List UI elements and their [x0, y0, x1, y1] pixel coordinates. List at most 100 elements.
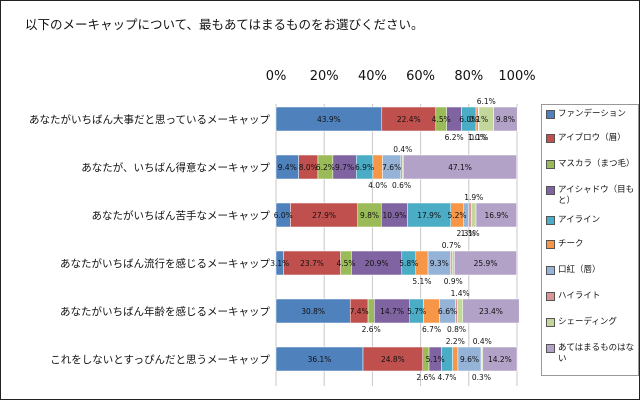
- bar-segment: [275, 298, 351, 324]
- data-label: 9.4%: [278, 163, 297, 172]
- legend-label: アイブロウ（眉）: [558, 133, 626, 143]
- data-label: 10.9%: [383, 211, 407, 220]
- data-label: 6.0%: [459, 115, 478, 124]
- bar-segment: [381, 106, 437, 132]
- data-label: 7.4%: [350, 307, 369, 316]
- category-label: あなたがいちばん苦手なメーキャップ: [92, 209, 271, 222]
- bar-segment: [471, 202, 477, 228]
- legend-label: アイシャドウ（目もと）: [558, 185, 635, 206]
- data-label: 0.8%: [447, 325, 466, 334]
- data-label: 0.9%: [444, 277, 463, 286]
- data-label: 6.7%: [422, 325, 441, 334]
- bar-segment: [372, 154, 383, 180]
- bar-segment: [482, 346, 518, 372]
- legend-swatch: [546, 344, 555, 353]
- legend-label: ハイライト: [558, 291, 601, 301]
- data-label: 1.0%: [468, 133, 487, 142]
- x-tick-label: 40%: [358, 69, 387, 84]
- data-label: 2.6%: [362, 325, 381, 334]
- data-label: 17.9%: [417, 211, 441, 220]
- bar-segment: [462, 298, 520, 324]
- bar-segment: [381, 202, 408, 228]
- data-label: 8.0%: [299, 163, 318, 172]
- bar-segment: [283, 250, 341, 276]
- data-label: 5.1%: [412, 277, 431, 286]
- data-label: 22.4%: [397, 115, 421, 124]
- data-label: 1.4%: [451, 289, 470, 298]
- bar-segment: [407, 202, 451, 228]
- data-label: 25.9%: [474, 259, 498, 268]
- data-label: 6.2%: [445, 133, 464, 142]
- bar-segment: [475, 202, 518, 228]
- data-label: 4.5%: [336, 259, 355, 268]
- category-label: あなたがいちばん大事だと思っているメーキャップ: [29, 113, 270, 126]
- data-label: 43.9%: [317, 115, 341, 124]
- bar-segment: [451, 250, 455, 276]
- legend-label: マスカラ（まつ毛）: [558, 159, 635, 169]
- category-label: これをしないとすっぴんだと思うメーキャップ: [50, 354, 270, 366]
- question-title: 以下のメーキャップについて、最もあてはまるものをお選びください。: [25, 17, 424, 32]
- category-label: あなたがいちばん年齢を感じるメーキャップ: [60, 305, 270, 318]
- data-label: 9.6%: [460, 355, 479, 364]
- bar-segment: [275, 346, 364, 372]
- bar-segment: [450, 250, 453, 276]
- bar-segment: [468, 202, 472, 228]
- x-tick-label: 100%: [498, 69, 535, 84]
- data-label: 0.1%: [469, 133, 488, 142]
- x-tick-label: 0%: [266, 69, 287, 84]
- data-label: 30.8%: [301, 307, 325, 316]
- data-label: 4.7%: [437, 373, 456, 382]
- data-label: 1.1%: [461, 229, 480, 238]
- data-label: 2.3%: [456, 229, 475, 238]
- data-label: 5.7%: [407, 307, 426, 316]
- bar-segment: [457, 298, 464, 324]
- data-label: 3.1%: [270, 259, 289, 268]
- data-label: 2.6%: [416, 373, 435, 382]
- data-label: 14.2%: [488, 355, 512, 364]
- x-tick-label: 60%: [406, 69, 435, 84]
- data-label: 0.4%: [393, 145, 412, 154]
- data-label: 4.0%: [368, 181, 387, 190]
- data-label: 4.5%: [432, 115, 451, 124]
- data-label: 0.3%: [472, 373, 491, 382]
- data-label: 23.4%: [479, 307, 503, 316]
- data-label: 36.1%: [308, 355, 332, 364]
- legend-swatch: [546, 134, 555, 143]
- data-label: 6.2%: [316, 163, 335, 172]
- data-label: 6.6%: [438, 307, 457, 316]
- data-label: 0.1%: [469, 115, 488, 124]
- data-label: 6.9%: [355, 163, 374, 172]
- data-label: 9.8%: [360, 211, 379, 220]
- legend-swatch: [546, 216, 555, 225]
- data-label: 9.3%: [430, 259, 449, 268]
- legend-swatch: [546, 266, 555, 275]
- data-label: 0.7%: [442, 241, 461, 250]
- data-label: 2.2%: [446, 337, 465, 346]
- legend-label: ファンデーション: [558, 109, 626, 119]
- data-label: 24.8%: [381, 355, 405, 364]
- category-label: あなたがいちばん流行を感じるメーキャップ: [60, 257, 270, 270]
- data-label: 0.4%: [473, 337, 492, 346]
- legend-label: アイライン: [558, 215, 601, 225]
- legend-swatch: [546, 292, 555, 301]
- data-label: 7.6%: [382, 163, 401, 172]
- data-label: 47.1%: [448, 163, 472, 172]
- legend-swatch: [546, 318, 555, 327]
- bar-segment: [362, 346, 424, 372]
- legend-swatch: [546, 110, 555, 119]
- legend-swatch: [546, 160, 555, 169]
- legend-swatch: [546, 186, 555, 195]
- data-label: 14.7%: [380, 307, 404, 316]
- legend-swatch: [546, 240, 555, 249]
- data-label: 5.1%: [426, 355, 445, 364]
- data-label: 0.6%: [392, 181, 411, 190]
- x-tick-label: 80%: [454, 69, 483, 84]
- data-label: 6.1%: [477, 97, 496, 106]
- bar-segment: [402, 154, 518, 180]
- bar-segment: [454, 250, 518, 276]
- bar-segment: [493, 106, 518, 132]
- legend-label: シェーディング: [558, 317, 617, 327]
- data-label: 27.9%: [312, 211, 336, 220]
- legend-label: チーク: [558, 239, 584, 249]
